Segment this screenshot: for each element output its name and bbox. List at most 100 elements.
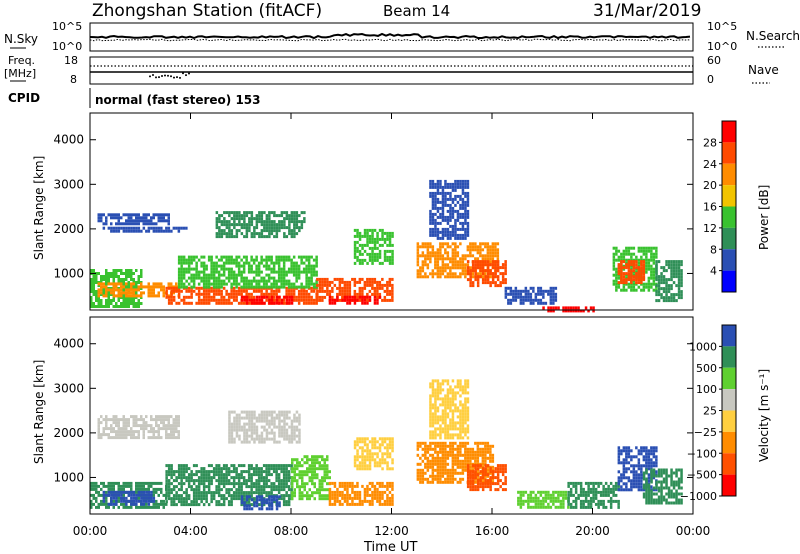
- freq-unit: [MHz]: [4, 67, 36, 80]
- velocity-ytick-label: 2000: [53, 426, 84, 440]
- power-patch-7: [240, 295, 294, 305]
- nsearch-tick-top: 10^5: [707, 20, 737, 33]
- velocity-ytick-label: 1000: [53, 470, 84, 484]
- velocity-colorbar-tick-label: −500: [687, 469, 717, 482]
- nsearch-trace: [89, 38, 691, 42]
- power-patch-10: [353, 228, 394, 265]
- power-patch-0: [97, 213, 170, 226]
- power-patch-18: [655, 260, 683, 303]
- velocity-patch-11: [466, 464, 507, 492]
- velocity-ytick-label: 3000: [53, 381, 84, 395]
- power-colorbar: 28 24 20 16 12 8 4: [703, 120, 737, 293]
- velocity-colorbar-tick-label: 100: [696, 383, 717, 396]
- velocity-colorbar-tick-label: 500: [696, 362, 717, 375]
- nsky-trace: [89, 32, 691, 40]
- power-colorbar-tick-label: 28: [703, 136, 717, 149]
- xtick-label: 00:00: [73, 524, 108, 538]
- time-x-axis: 00:00 04:00 08:00 12:00 16:00 20:00 00:00: [73, 113, 711, 538]
- velocity-colorbar-tick-label: 1000: [689, 340, 717, 353]
- power-ytick-label: 1000: [53, 266, 84, 280]
- cpid-label: CPID: [8, 91, 40, 105]
- power-patch-1: [102, 226, 188, 233]
- freq-panel-frame: [89, 56, 694, 85]
- power-patch-15: [542, 306, 595, 313]
- xtick-label: 08:00: [274, 524, 309, 538]
- velocity-colorbar-swatch: [722, 325, 736, 347]
- power-colorbar-label: Power [dB]: [757, 185, 771, 250]
- velocity-y-axis: 1000 2000 3000 4000: [53, 337, 693, 484]
- xtick-label: 04:00: [173, 524, 208, 538]
- power-heatmap: [90, 179, 683, 313]
- velocity-colorbar-swatch: [722, 389, 736, 411]
- power-colorbar-swatch: [722, 163, 736, 186]
- velocity-ylabel: Slant Range [km]: [32, 360, 46, 464]
- velocity-colorbar-tick-label: −100: [687, 447, 717, 460]
- velocity-colorbar-tick-label: 25: [703, 405, 717, 418]
- power-colorbar-swatch: [722, 121, 736, 143]
- nave-dip-marks: [149, 72, 190, 79]
- power-colorbar-tick-label: 8: [710, 243, 717, 256]
- power-patch-14: [504, 286, 558, 305]
- velocity-patch-15: [642, 468, 683, 505]
- power-patch-13: [466, 260, 507, 288]
- beam-label: Beam 14: [383, 2, 450, 20]
- xtick-label: 12:00: [374, 524, 409, 538]
- velocity-patch-8: [353, 437, 394, 471]
- velocity-patch-1: [228, 410, 301, 444]
- power-colorbar-swatch: [722, 142, 736, 164]
- power-y-axis: 1000 2000 3000 4000: [53, 133, 693, 280]
- nave-tick-bottom: 0: [707, 73, 714, 86]
- power-patch-5: [215, 211, 306, 239]
- power-colorbar-swatch: [722, 185, 736, 207]
- power-patch-6: [177, 255, 318, 289]
- power-patch-12: [429, 179, 470, 240]
- velocity-colorbar-tick-label: −25: [694, 426, 717, 439]
- power-patch-9: [328, 295, 382, 305]
- freq-tick-top: 18: [64, 54, 78, 67]
- velocity-colorbar-swatch: [722, 346, 736, 368]
- velocity-patch-5: [240, 495, 281, 511]
- velocity-patch-3: [102, 490, 156, 506]
- station-title: Zhongshan Station (fitACF): [92, 1, 322, 21]
- velocity-colorbar-swatch: [722, 410, 736, 432]
- velocity-colorbar: 1000 500 100 25 −25 −100 −500 −1000: [680, 324, 737, 503]
- power-colorbar-tick-label: 12: [703, 222, 717, 235]
- xaxis-label: Time UT: [363, 540, 417, 554]
- xtick-label: 20:00: [575, 524, 610, 538]
- cpid-text: normal (fast stereo) 153: [95, 93, 261, 107]
- nsky-tick-top: 10^5: [52, 20, 82, 33]
- nsearch-label: N.Search: [746, 29, 800, 43]
- velocity-heatmap: [90, 379, 683, 511]
- power-ytick-label: 3000: [53, 177, 84, 191]
- date-label: 31/Mar/2019: [593, 1, 701, 21]
- velocity-patch-7: [328, 481, 394, 506]
- power-colorbar-tick-label: 24: [703, 158, 717, 171]
- velocity-patch-12: [517, 490, 570, 509]
- velocity-patch-0: [97, 415, 180, 440]
- nsearch-tick-bottom: 10^0: [707, 40, 737, 53]
- xtick-label: 00:00: [676, 524, 711, 538]
- xtick-label: 16:00: [475, 524, 510, 538]
- power-colorbar-tick-label: 16: [703, 201, 717, 214]
- velocity-patch-10: [429, 379, 470, 440]
- power-colorbar-swatch: [722, 206, 736, 228]
- velocity-ytick-label: 4000: [53, 337, 84, 351]
- velocity-colorbar-swatch: [722, 431, 736, 454]
- nave-tick-top: 60: [707, 54, 721, 67]
- power-colorbar-tick-label: 4: [710, 265, 717, 278]
- velocity-colorbar-swatch: [722, 474, 736, 496]
- power-patch-2: [90, 269, 143, 308]
- freq-tick-bottom: 8: [70, 73, 77, 86]
- power-colorbar-tick-label: 20: [703, 179, 717, 192]
- power-ytick-label: 4000: [53, 133, 84, 147]
- power-patch-17: [617, 260, 646, 285]
- power-colorbar-swatch: [722, 270, 736, 292]
- velocity-patch-6: [291, 455, 331, 501]
- nsky-label: N.Sky: [4, 32, 38, 46]
- velocity-colorbar-label: Velocity [m s⁻¹]: [757, 369, 771, 462]
- velocity-patch-13: [567, 481, 620, 509]
- velocity-colorbar-tick-label: −1000: [680, 490, 717, 503]
- power-ytick-label: 2000: [53, 222, 84, 236]
- nave-label: Nave: [748, 63, 779, 77]
